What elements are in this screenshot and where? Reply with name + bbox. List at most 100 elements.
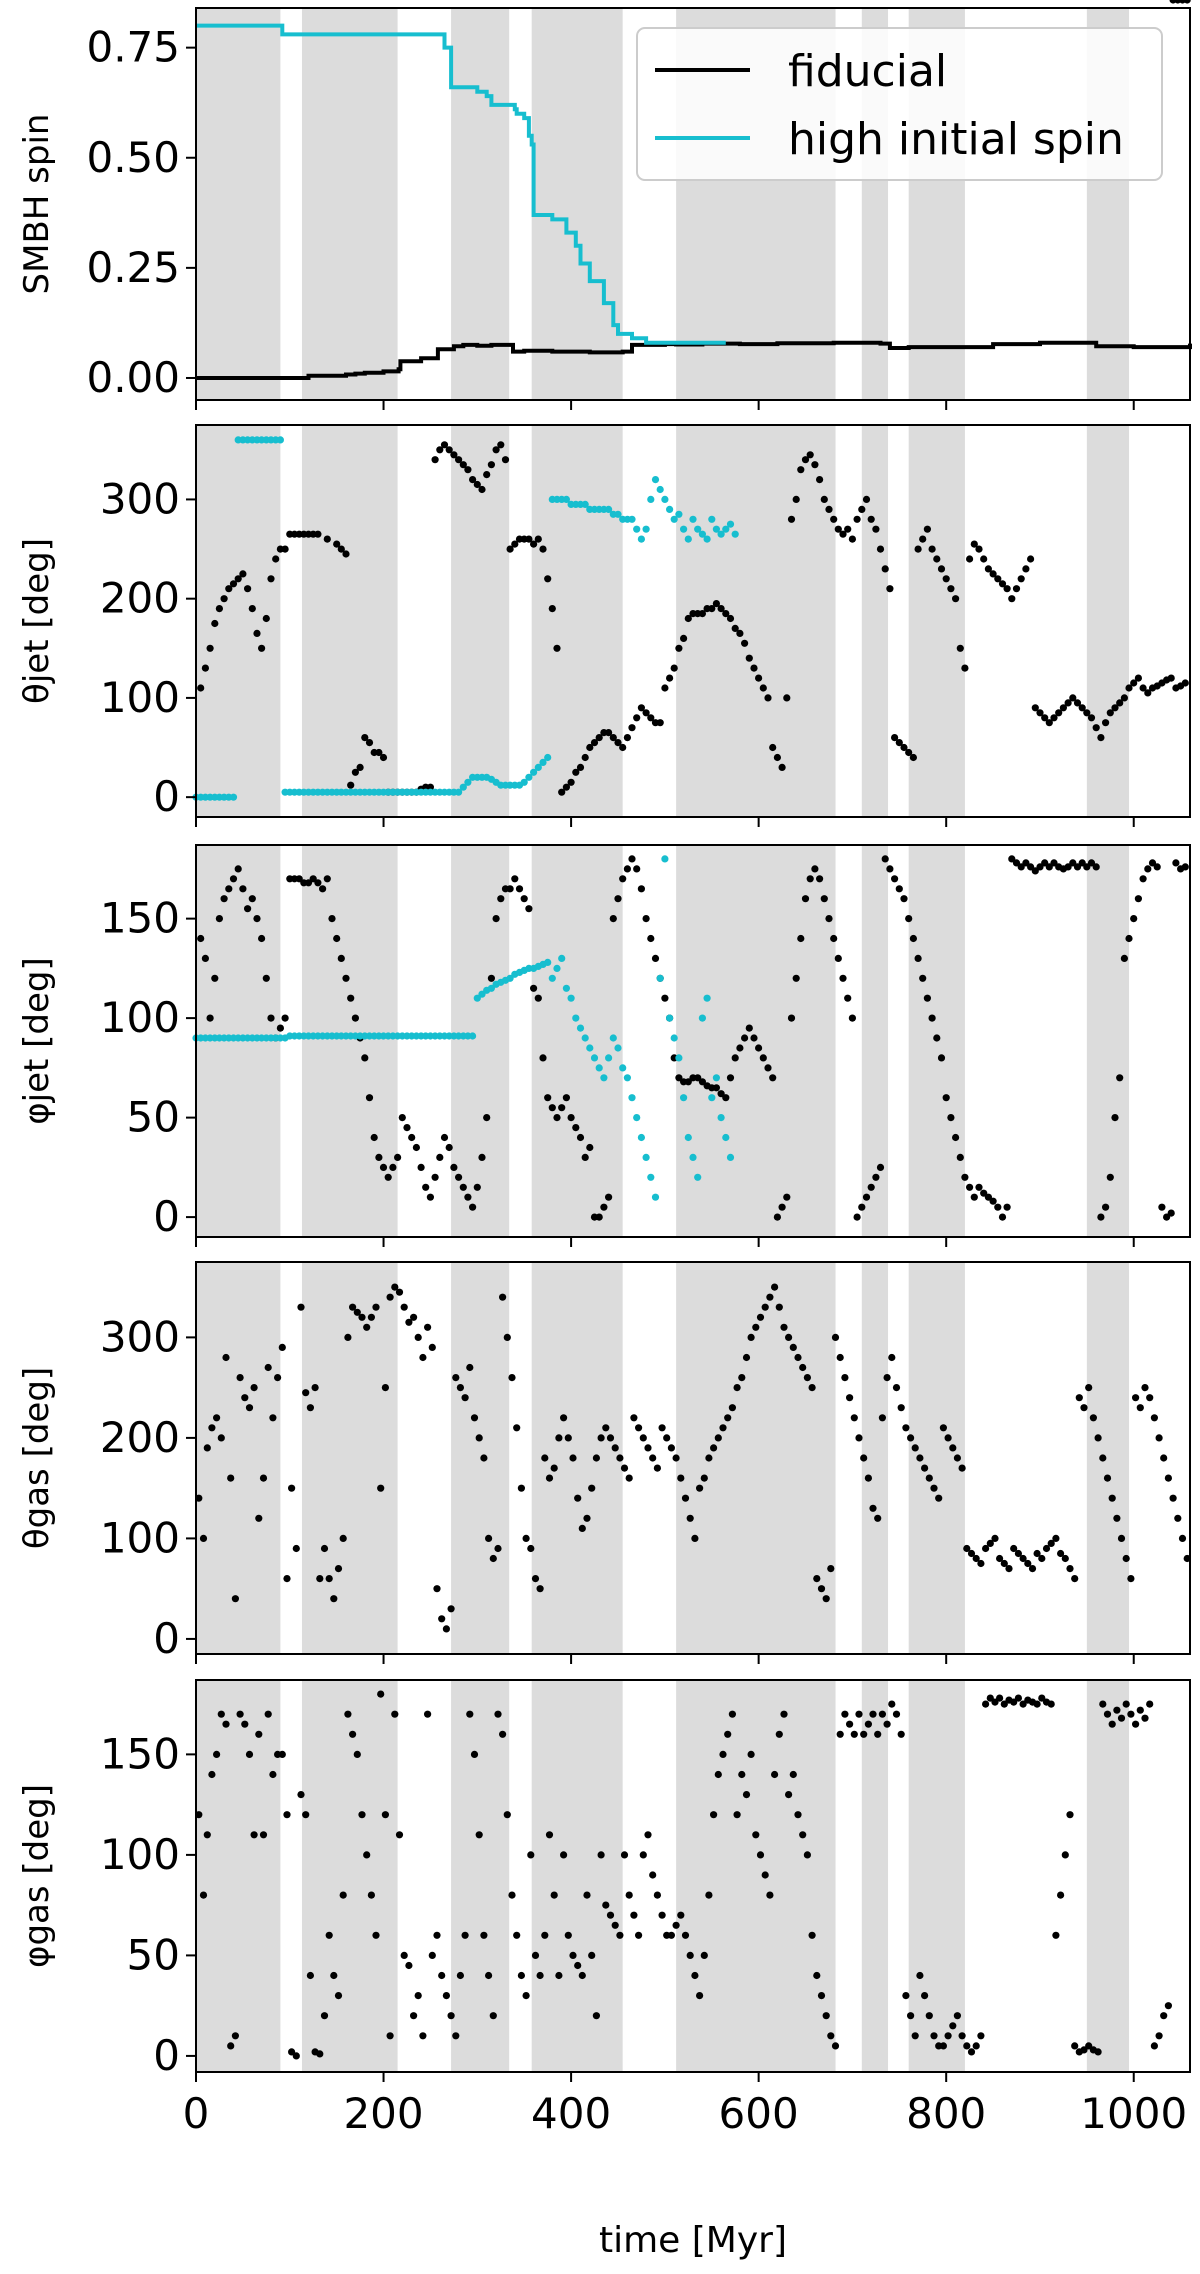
data-point-fiducial [426, 1193, 434, 1201]
data-point-fiducial [1028, 1565, 1037, 1573]
data-point-fiducial [1036, 863, 1044, 871]
data-point-fiducial [333, 540, 341, 548]
data-point-fiducial [696, 1992, 704, 2000]
data-point-fiducial [741, 639, 749, 647]
data-point-fiducial [567, 778, 575, 786]
data-point-fiducial [595, 1213, 603, 1221]
data-point-fiducial [1024, 1559, 1032, 1568]
data-point-fiducial [206, 644, 214, 652]
data-point-fiducial [953, 2012, 962, 2020]
data-point-fiducial [267, 1014, 275, 1022]
data-point-fiducial [250, 1831, 258, 1839]
data-point-fiducial [328, 915, 336, 923]
data-point-fiducial [914, 954, 922, 963]
data-point-fiducial [803, 1374, 812, 1382]
data-point-high-initial-spin [605, 1054, 613, 1062]
data-point-high-initial-spin [576, 1024, 585, 1032]
data-point-fiducial [1080, 2046, 1088, 2054]
data-point-fiducial [438, 1971, 446, 1980]
data-point-fiducial [1038, 1554, 1046, 1563]
data-point-fiducial [947, 585, 955, 593]
data-point-fiducial [220, 895, 228, 903]
data-point-fiducial [872, 525, 880, 533]
data-point-high-initial-spin [694, 1173, 702, 1181]
data-point-fiducial [531, 1951, 540, 1959]
data-point-fiducial [485, 1971, 493, 1980]
data-point-fiducial [398, 1114, 406, 1122]
data-point-fiducial [428, 1951, 436, 1959]
data-point-fiducial [572, 1124, 580, 1132]
data-point-fiducial [637, 885, 646, 893]
data-point-fiducial [1160, 1454, 1168, 1462]
data-point-fiducial [698, 610, 707, 618]
data-point-fiducial [1008, 595, 1016, 603]
data-point-fiducial [262, 974, 270, 982]
data-point-fiducial [764, 1064, 772, 1072]
data-point-fiducial [708, 605, 716, 613]
data-point-high-initial-spin [722, 525, 730, 533]
data-point-fiducial [358, 1313, 366, 1321]
theta-gas-ylabel: θgas [deg] [17, 1367, 57, 1549]
data-point-fiducial [485, 1534, 493, 1542]
data-point-fiducial [562, 783, 571, 791]
data-point-fiducial [874, 1514, 882, 1522]
data-point-high-initial-spin [544, 753, 552, 762]
data-point-fiducial [766, 1293, 774, 1301]
data-point-fiducial [1144, 865, 1152, 873]
data-point-fiducial [651, 954, 660, 963]
data-point-fiducial [994, 1203, 1002, 1211]
data-point-fiducial [989, 1197, 997, 1205]
data-point-fiducial [747, 1750, 755, 1758]
data-point-fiducial [431, 1173, 439, 1181]
data-point-fiducial [1139, 684, 1147, 692]
data-point-fiducial [1047, 1700, 1055, 1708]
data-point-fiducial [947, 1114, 955, 1122]
data-point-fiducial [966, 555, 974, 563]
data-point-fiducial [241, 1720, 249, 1728]
data-point-fiducial [642, 709, 650, 717]
data-point-fiducial [511, 540, 519, 548]
data-point-high-initial-spin [633, 525, 641, 533]
data-point-fiducial [1134, 895, 1142, 903]
data-point-fiducial [342, 550, 350, 558]
data-point-fiducial [658, 1911, 666, 1919]
data-point-fiducial [710, 1811, 718, 1819]
data-point-fiducial [982, 1544, 990, 1553]
data-point-fiducial [799, 1363, 807, 1372]
data-point-fiducial [792, 495, 800, 503]
data-point-fiducial [1102, 1203, 1110, 1211]
data-point-fiducial [1005, 1565, 1013, 1573]
data-point-fiducial [952, 1133, 960, 1142]
data-point-fiducial [881, 565, 889, 573]
data-point-fiducial [1057, 1549, 1065, 1558]
data-point-fiducial [635, 1424, 643, 1432]
data-point-fiducial [984, 565, 993, 573]
data-point-fiducial [714, 1770, 722, 1779]
data-point-fiducial [869, 1504, 877, 1512]
data-point-fiducial [956, 644, 964, 652]
data-point-fiducial [1130, 915, 1138, 923]
data-point-high-initial-spin [455, 788, 463, 796]
data-point-fiducial [365, 1094, 374, 1102]
data-point-fiducial [539, 1054, 547, 1062]
data-point-fiducial [586, 1143, 594, 1152]
shaded-interval [1086, 425, 1130, 817]
data-point-fiducial [525, 905, 533, 913]
data-point-high-initial-spin [605, 505, 613, 513]
data-point-high-initial-spin [548, 974, 556, 982]
data-point-fiducial [349, 1303, 357, 1311]
data-point-fiducial [347, 781, 355, 789]
data-point-fiducial [1134, 674, 1142, 682]
data-point-fiducial [553, 644, 561, 652]
data-point-fiducial [769, 743, 777, 752]
data-point-fiducial [590, 739, 599, 747]
data-point-fiducial [914, 545, 922, 553]
data-point-fiducial [492, 446, 500, 454]
data-point-fiducial [395, 1288, 404, 1296]
data-point-fiducial [1017, 575, 1025, 583]
data-point-fiducial [531, 1575, 540, 1583]
data-point-fiducial [928, 545, 936, 553]
data-point-fiducial [858, 505, 866, 513]
data-point-fiducial [1092, 863, 1100, 871]
data-point-fiducial [839, 974, 847, 982]
